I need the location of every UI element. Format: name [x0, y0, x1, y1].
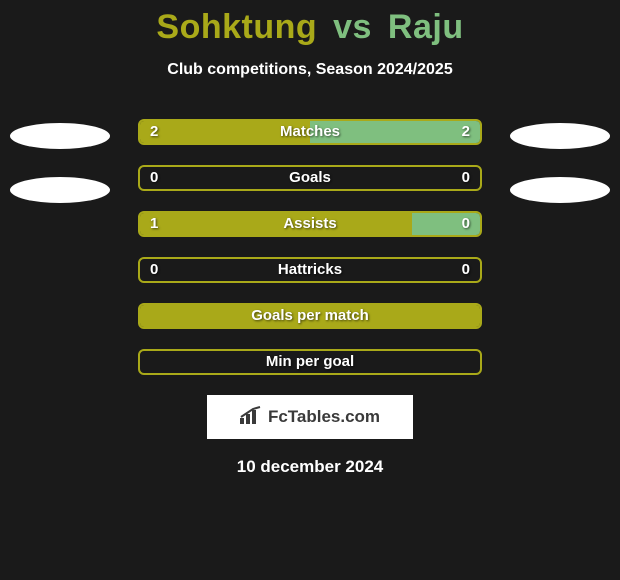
stat-label: Matches — [138, 119, 482, 145]
stat-row: Goals per match — [138, 303, 482, 329]
badge-text: FcTables.com — [268, 407, 380, 427]
comparison-infographic: { "title": { "player1": "Sohktung", "vs"… — [0, 0, 620, 580]
stat-label: Min per goal — [138, 349, 482, 375]
stat-row: Min per goal — [138, 349, 482, 375]
subtitle: Club competitions, Season 2024/2025 — [0, 61, 620, 79]
source-badge: FcTables.com — [207, 395, 413, 439]
stat-value-left: 2 — [150, 119, 158, 145]
stat-row: Hattricks0 0 — [138, 257, 482, 283]
player-oval-right — [510, 177, 610, 203]
title: Sohktung vs Raju — [0, 0, 620, 47]
stat-row: Goals0 0 — [138, 165, 482, 191]
stat-row: Matches2 2 — [138, 119, 482, 145]
title-vs: vs — [333, 8, 372, 46]
comparison-rows: Matches22Goals00Assists10Hattricks00Goal… — [0, 119, 620, 375]
stat-value-right: 0 — [462, 165, 470, 191]
stat-value-left: 1 — [150, 211, 158, 237]
stat-row: Assists1 0 — [138, 211, 482, 237]
player-oval-left — [10, 177, 110, 203]
stat-value-right: 0 — [462, 211, 470, 237]
stat-value-right: 0 — [462, 257, 470, 283]
stat-label: Goals — [138, 165, 482, 191]
stat-label: Assists — [138, 211, 482, 237]
date-text: 10 december 2024 — [0, 457, 620, 477]
stat-value-left: 0 — [150, 165, 158, 191]
player-oval-left — [10, 123, 110, 149]
chart-icon — [240, 406, 262, 429]
title-player1: Sohktung — [156, 8, 317, 46]
title-player2: Raju — [388, 8, 464, 46]
stat-value-left: 0 — [150, 257, 158, 283]
player-oval-right — [510, 123, 610, 149]
stat-label: Goals per match — [138, 303, 482, 329]
stat-label: Hattricks — [138, 257, 482, 283]
stat-value-right: 2 — [462, 119, 470, 145]
